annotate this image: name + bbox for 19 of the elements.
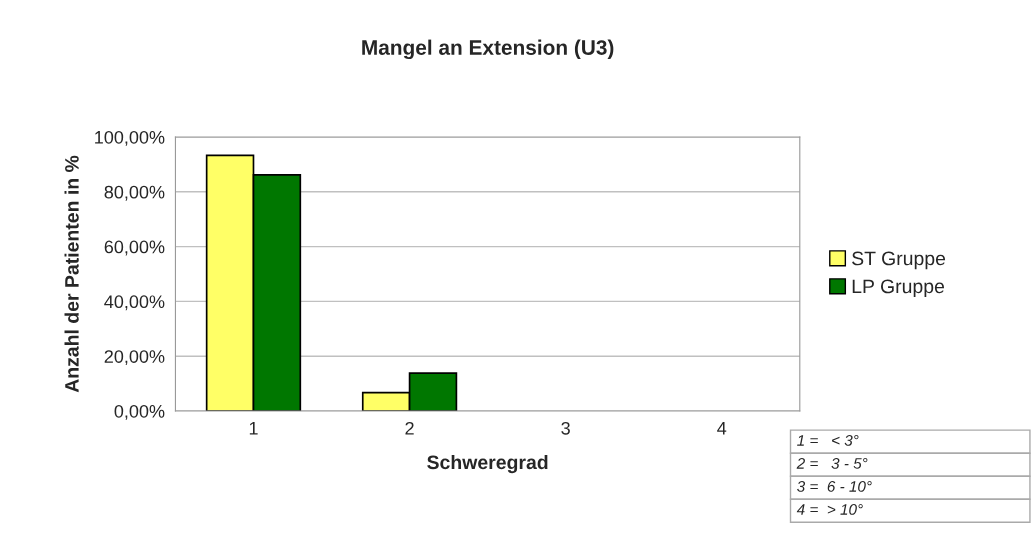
text: 1 = < 3° xyxy=(797,434,859,446)
y-axis-title: Anzahl der Patienten in % xyxy=(64,155,79,393)
y-tick-label: 20,00% xyxy=(104,350,165,366)
x-tick-label: 4 xyxy=(717,422,727,435)
x-tick-label: 1 xyxy=(249,422,258,435)
text: 3 = 6 - 10° xyxy=(797,481,872,492)
y-tick-label: 100,00% xyxy=(95,130,165,146)
chart-title: Mangel an Extension (U3) xyxy=(362,39,614,60)
legend-label: LP Gruppe xyxy=(852,279,945,298)
y-tick-label: 80,00% xyxy=(104,185,165,201)
text: 4 = > 10° xyxy=(796,504,863,515)
legend-label: ST Gruppe xyxy=(852,251,946,270)
x-tick-label: 2 xyxy=(405,421,414,435)
x-axis-title: Schweregrad xyxy=(427,454,548,474)
text: 2 = 3 - 5° xyxy=(796,457,868,469)
y-tick-label: 60,00% xyxy=(104,240,165,256)
y-tick-label: 0,00% xyxy=(114,404,165,420)
y-tick-label: 40,00% xyxy=(104,295,165,311)
x-tick-label: 3 xyxy=(561,421,570,435)
